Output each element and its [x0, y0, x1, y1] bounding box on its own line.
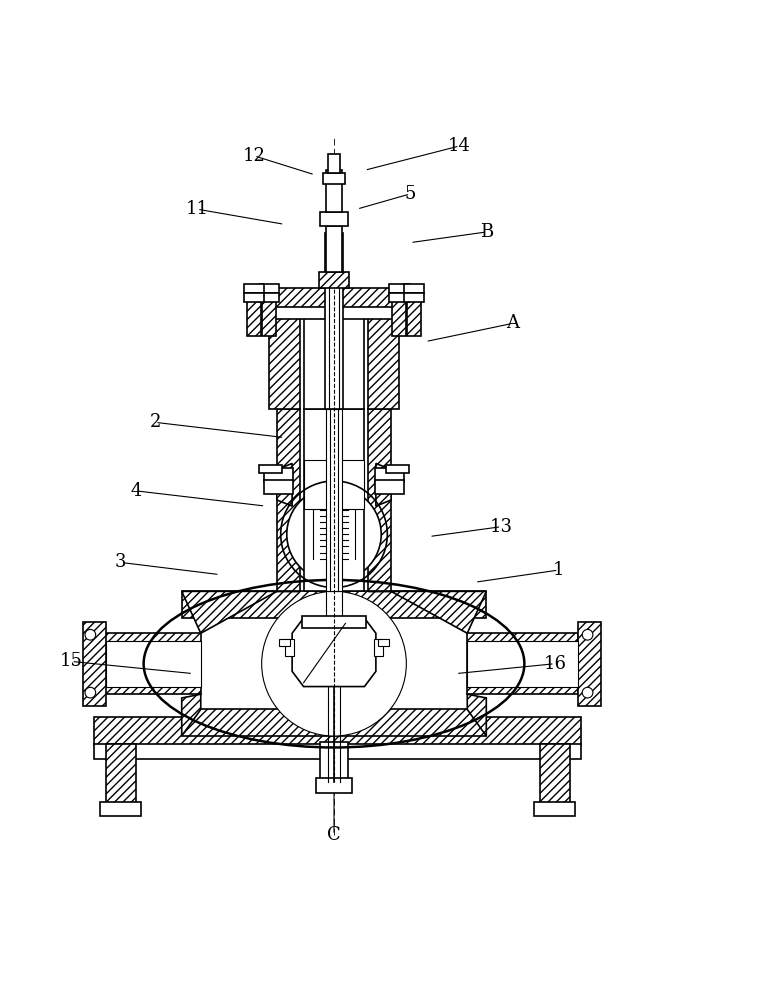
- Text: 2: 2: [150, 413, 161, 431]
- Bar: [264, 468, 293, 482]
- Bar: [578, 622, 601, 706]
- Bar: [404, 284, 424, 293]
- Bar: [264, 480, 293, 494]
- Polygon shape: [368, 310, 399, 409]
- Polygon shape: [467, 633, 578, 694]
- Polygon shape: [376, 463, 391, 506]
- Polygon shape: [292, 618, 376, 687]
- Bar: [327, 591, 341, 622]
- Circle shape: [262, 591, 407, 736]
- Bar: [258, 288, 410, 310]
- Bar: [94, 744, 581, 759]
- Bar: [317, 778, 351, 793]
- Bar: [100, 802, 141, 816]
- Polygon shape: [94, 717, 581, 745]
- Bar: [258, 307, 410, 319]
- Bar: [304, 310, 364, 409]
- Bar: [285, 639, 294, 656]
- Polygon shape: [269, 310, 300, 409]
- Text: B: B: [479, 223, 493, 241]
- Polygon shape: [277, 463, 292, 506]
- Polygon shape: [368, 409, 391, 591]
- Bar: [106, 744, 136, 808]
- Text: 14: 14: [448, 137, 471, 155]
- Bar: [319, 272, 349, 288]
- Polygon shape: [182, 591, 486, 618]
- Text: 16: 16: [543, 655, 566, 673]
- Bar: [83, 622, 106, 706]
- Bar: [244, 284, 264, 293]
- Bar: [375, 468, 404, 482]
- Bar: [279, 639, 290, 646]
- Text: 1: 1: [553, 561, 565, 579]
- Polygon shape: [277, 409, 300, 591]
- Text: 3: 3: [115, 553, 127, 571]
- Bar: [259, 284, 279, 293]
- Bar: [259, 465, 282, 473]
- Bar: [327, 170, 341, 212]
- Polygon shape: [182, 694, 201, 736]
- Bar: [327, 226, 341, 272]
- Bar: [262, 285, 276, 336]
- Polygon shape: [368, 591, 486, 633]
- Bar: [404, 293, 424, 302]
- Bar: [244, 293, 264, 302]
- Circle shape: [582, 629, 593, 640]
- Bar: [327, 409, 341, 591]
- Bar: [407, 285, 421, 336]
- Bar: [323, 173, 345, 184]
- Bar: [304, 460, 364, 509]
- Circle shape: [85, 687, 96, 698]
- Circle shape: [287, 487, 381, 581]
- Text: 12: 12: [242, 147, 265, 165]
- Text: 15: 15: [60, 652, 83, 670]
- Bar: [389, 293, 409, 302]
- Polygon shape: [467, 694, 486, 736]
- Bar: [386, 465, 409, 473]
- Bar: [389, 284, 409, 293]
- Bar: [328, 154, 340, 173]
- Text: 4: 4: [130, 482, 142, 500]
- Polygon shape: [182, 591, 300, 633]
- Polygon shape: [182, 709, 486, 736]
- Bar: [374, 639, 384, 656]
- Bar: [304, 409, 364, 591]
- Text: 5: 5: [404, 185, 416, 203]
- Bar: [325, 233, 343, 409]
- Bar: [392, 285, 406, 336]
- Bar: [378, 639, 389, 646]
- Bar: [540, 744, 570, 808]
- Bar: [247, 285, 261, 336]
- Text: 11: 11: [186, 200, 209, 218]
- Bar: [302, 616, 366, 628]
- Text: A: A: [506, 314, 519, 332]
- Polygon shape: [94, 633, 201, 694]
- Bar: [106, 641, 201, 687]
- Bar: [535, 802, 575, 816]
- Bar: [321, 212, 347, 226]
- Circle shape: [85, 629, 96, 640]
- Bar: [321, 742, 347, 782]
- Text: C: C: [328, 826, 341, 844]
- Circle shape: [582, 687, 593, 698]
- Bar: [375, 480, 404, 494]
- Text: 13: 13: [490, 518, 513, 536]
- Bar: [259, 293, 279, 302]
- Bar: [467, 641, 578, 687]
